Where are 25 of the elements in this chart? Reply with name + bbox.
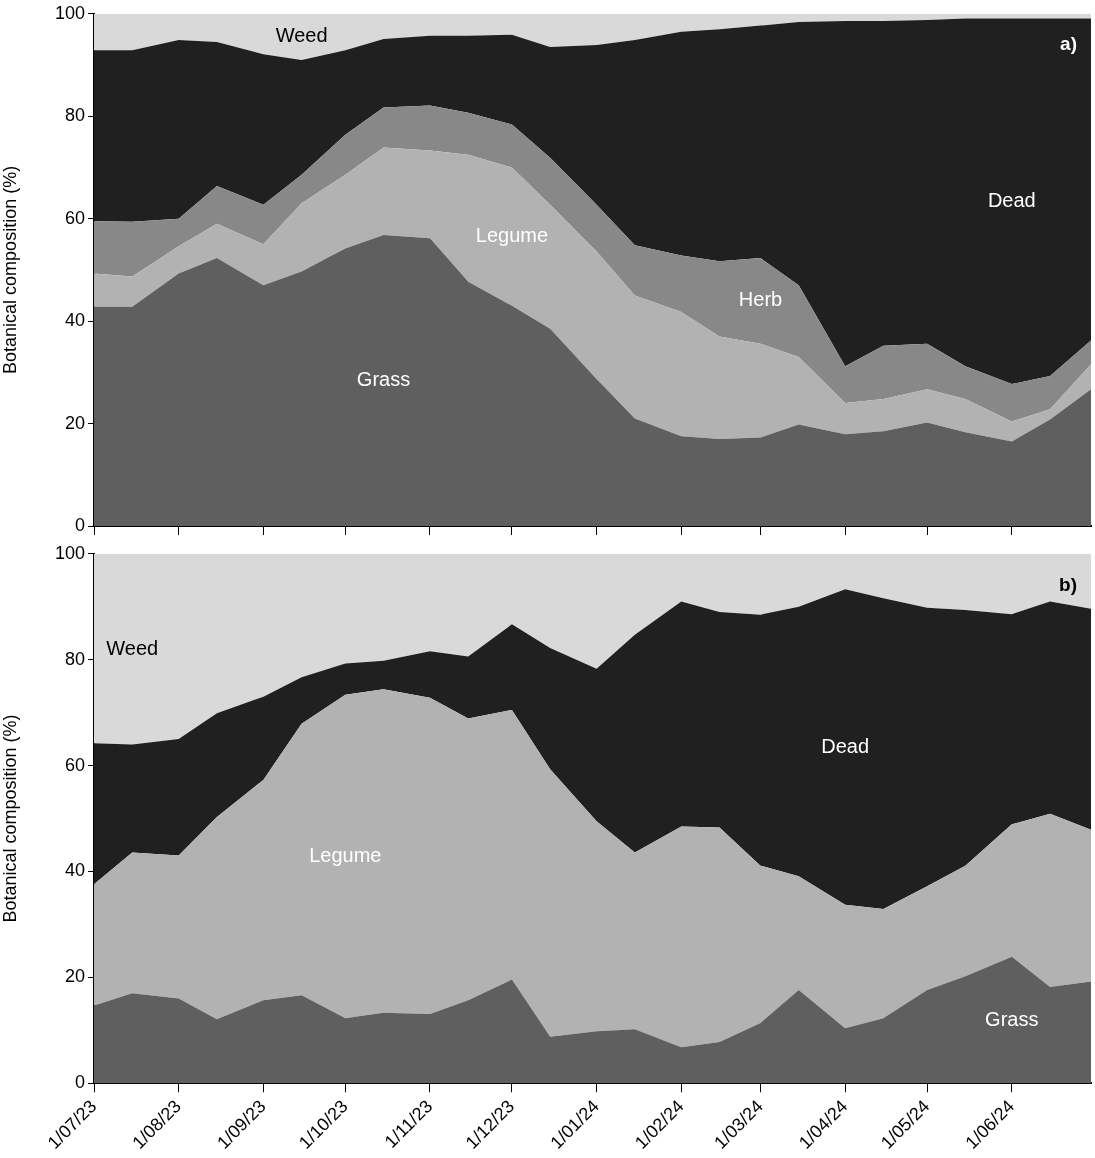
series-label: Herb — [738, 288, 783, 311]
series-label: Weed — [106, 636, 159, 659]
series-label: Legume — [475, 224, 549, 247]
y-tick-label: 100 — [54, 2, 85, 23]
y-tick-label: 80 — [64, 648, 85, 669]
series-label: Legume — [309, 843, 382, 866]
y-tick-label: 60 — [64, 754, 85, 775]
y-tick-label: 20 — [64, 966, 85, 987]
y-tick-label: 80 — [64, 105, 85, 126]
series-label: Dead — [987, 188, 1036, 211]
y-tick-label: 100 — [54, 542, 85, 563]
series-label: Grass — [985, 1007, 1039, 1030]
annotation: a) — [1060, 32, 1077, 54]
y-tick-label: 0 — [74, 514, 85, 535]
series-label: Weed — [275, 24, 328, 47]
y-axis-title: Botanical composition (%) — [0, 714, 20, 923]
y-axis-title: Botanical composition (%) — [0, 165, 20, 374]
y-tick-label: 20 — [64, 412, 85, 433]
y-tick-label: 0 — [74, 1072, 85, 1093]
series-label: Dead — [821, 734, 870, 757]
y-tick-label: 60 — [64, 207, 85, 228]
y-tick-label: 40 — [64, 310, 85, 331]
annotation: b) — [1059, 573, 1077, 595]
y-tick-label: 40 — [64, 860, 85, 881]
series-label: Grass — [356, 368, 411, 391]
